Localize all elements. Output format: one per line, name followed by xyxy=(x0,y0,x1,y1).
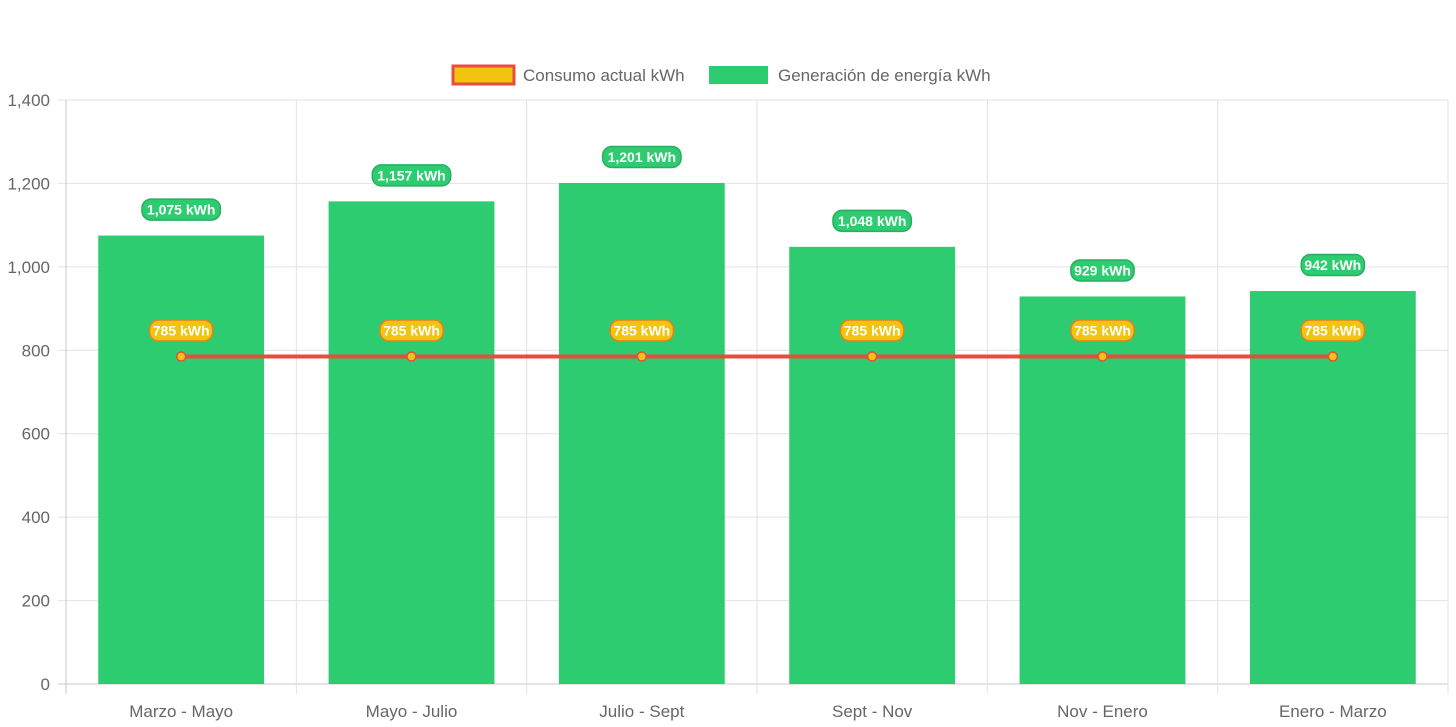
x-tick-label: Julio - Sept xyxy=(599,702,684,721)
bar-data-label: 942 kWh xyxy=(1304,257,1361,273)
bar[interactable] xyxy=(1249,291,1416,684)
bar-data-label-bg xyxy=(371,164,452,187)
legend-swatch-generacion xyxy=(709,66,768,84)
line-data-label: 785 kWh xyxy=(1074,323,1131,339)
bar-data-label: 1,075 kWh xyxy=(147,202,215,218)
legend[interactable]: Consumo actual kWh Generación de energía … xyxy=(451,64,991,86)
y-tick-label: 600 xyxy=(22,425,50,444)
line-data-label: 785 kWh xyxy=(383,323,440,339)
y-tick-label: 0 xyxy=(41,675,50,694)
line-data-label-bg xyxy=(609,319,675,342)
y-tick-label: 400 xyxy=(22,508,50,527)
line-data-label-bg xyxy=(379,319,444,342)
x-tick-label: Mayo - Julio xyxy=(366,702,458,721)
x-tick-label: Sept - Nov xyxy=(832,702,913,721)
bar-data-label-bg xyxy=(832,209,913,233)
bar-data-label-bg xyxy=(1300,253,1366,277)
x-tick-label: Marzo - Mayo xyxy=(129,702,233,721)
grid xyxy=(58,99,1449,694)
legend-label-generacion: Generación de energía kWh xyxy=(778,66,991,85)
legend-label-consumo: Consumo actual kWh xyxy=(523,66,685,85)
line-point[interactable] xyxy=(1327,351,1339,362)
line-data-label: 785 kWh xyxy=(613,323,670,339)
bar-data-label-bg xyxy=(1070,259,1135,282)
bar-data-label-bg xyxy=(141,198,222,221)
consumption-line xyxy=(175,351,1339,362)
line-data-label-bg xyxy=(1300,319,1366,342)
bar[interactable] xyxy=(98,235,265,685)
data-labels: 1,075 kWh 1,157 kWh 1,201 kWh 1,048 kWh 929 … xyxy=(141,145,1366,342)
bar[interactable] xyxy=(328,201,495,684)
y-tick-label: 1,200 xyxy=(7,174,50,193)
bar-data-label-bg xyxy=(601,145,682,169)
x-tick-label: Nov - Enero xyxy=(1057,702,1148,721)
y-tick-label: 200 xyxy=(22,592,50,611)
legend-item-consumo[interactable]: Consumo actual kWh xyxy=(451,64,685,86)
bar-data-label: 1,048 kWh xyxy=(838,213,906,229)
line-point[interactable] xyxy=(636,351,648,362)
line-point[interactable] xyxy=(866,351,878,362)
line-data-label: 785 kWh xyxy=(1304,323,1361,339)
line-data-label-bg xyxy=(839,319,905,342)
bar[interactable] xyxy=(789,246,956,684)
line-data-label-bg xyxy=(1070,319,1135,342)
legend-swatch-consumo xyxy=(451,64,516,86)
y-tick-label: 800 xyxy=(22,341,50,360)
x-tick-label: Enero - Marzo xyxy=(1279,702,1387,721)
line-data-label: 785 kWh xyxy=(844,323,901,339)
bar-data-label: 1,157 kWh xyxy=(377,167,445,183)
line-data-label: 785 kWh xyxy=(153,323,210,339)
line-point[interactable] xyxy=(175,351,187,362)
line-point[interactable] xyxy=(1097,351,1108,362)
y-tick-label: 1,400 xyxy=(7,91,50,110)
line-data-label-bg xyxy=(148,319,214,342)
bar[interactable] xyxy=(558,183,725,685)
line-point[interactable] xyxy=(406,351,417,362)
bar-data-label: 1,201 kWh xyxy=(608,149,676,165)
legend-item-generacion[interactable]: Generación de energía kWh xyxy=(709,66,991,85)
bar-data-label: 929 kWh xyxy=(1074,262,1131,278)
y-tick-label: 1,000 xyxy=(7,258,50,277)
axes: 0 200 400 600 800 1,000 1,200 1,400 Marzo - Mayo… xyxy=(7,91,1386,721)
